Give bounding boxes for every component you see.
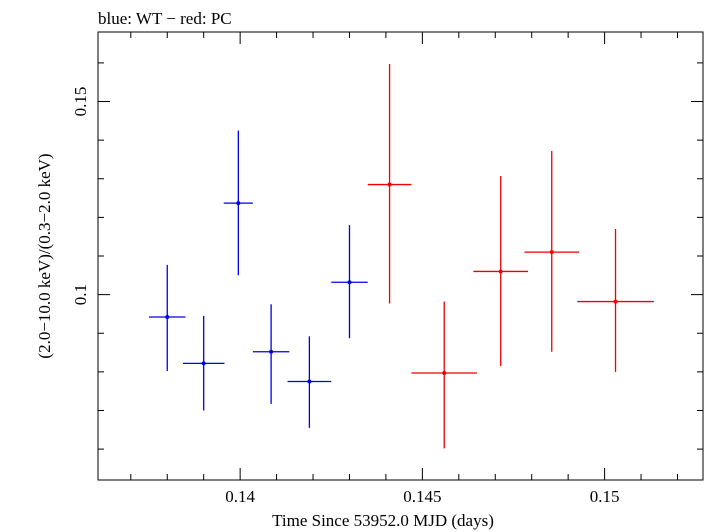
series-pc — [367, 64, 654, 449]
data-point — [307, 379, 312, 384]
series-wt — [149, 130, 368, 428]
data-point — [165, 315, 170, 320]
x-tick-label: 0.15 — [590, 487, 620, 506]
data-point — [347, 280, 352, 285]
data-point — [387, 182, 392, 187]
plot-area — [97, 31, 704, 481]
data-point — [236, 201, 241, 206]
data-point — [269, 349, 274, 354]
data-point — [549, 250, 554, 255]
y-axis-label: (2.0−10.0 keV)/(0.3−2.0 keV) — [35, 153, 54, 358]
x-tick-label: 0.145 — [403, 487, 441, 506]
plot-frame — [97, 31, 704, 481]
y-tick-label: 0.15 — [71, 87, 90, 117]
data-point — [613, 299, 618, 304]
axis-tick-labels: 0.14 0.145 0.15 0.1 0.15 — [71, 87, 619, 506]
data-point — [498, 269, 503, 274]
x-tick-label: 0.14 — [225, 487, 255, 506]
chart-title: blue: WT − red: PC — [98, 9, 232, 28]
data-marks — [149, 64, 654, 449]
x-axis-label: Time Since 53952.0 MJD (days) — [272, 511, 494, 530]
data-point — [442, 371, 447, 376]
axis-ticks — [98, 32, 703, 480]
data-point — [201, 361, 206, 366]
y-tick-label: 0.1 — [71, 284, 90, 305]
